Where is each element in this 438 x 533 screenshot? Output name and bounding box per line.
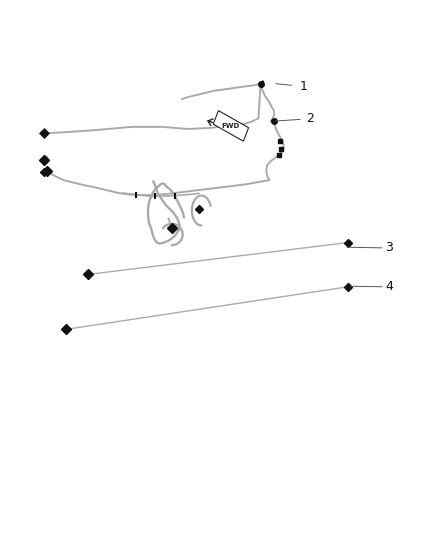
Text: FWD: FWD — [222, 123, 240, 129]
Text: 1: 1 — [300, 80, 308, 93]
Text: 3: 3 — [385, 241, 393, 254]
Text: 2: 2 — [307, 112, 314, 125]
FancyBboxPatch shape — [213, 110, 249, 141]
Text: 4: 4 — [385, 280, 393, 293]
